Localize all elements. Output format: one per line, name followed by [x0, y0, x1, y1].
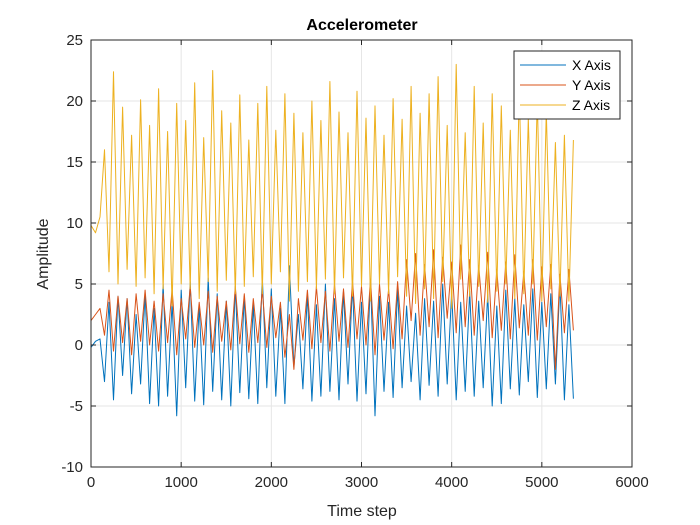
axis-ticks: 0 1000 2000 3000 4000 5000 6000 -10 -5 0 5 10 15 20 25 — [61, 32, 648, 491]
y-tick-label: 5 — [75, 276, 83, 293]
y-tick-label: 15 — [66, 154, 83, 171]
y-axis-label: Amplitude — [35, 218, 52, 289]
series-line-z-axis — [90, 63, 574, 309]
legend-label: Y Axis — [572, 77, 611, 93]
y-tick-label: 25 — [66, 32, 83, 49]
chart-title: Accelerometer — [306, 17, 417, 34]
x-tick-label: 1000 — [164, 474, 197, 491]
x-tick-label: 2000 — [255, 474, 288, 491]
plot-series — [90, 63, 574, 417]
legend-label: X Axis — [572, 57, 611, 73]
legend: X Axis Y Axis Z Axis — [513, 50, 621, 120]
x-axis-label: Time step — [327, 503, 397, 520]
x-tick-label: 4000 — [435, 474, 468, 491]
series-line-y-axis — [90, 244, 574, 370]
y-tick-label: -10 — [61, 459, 83, 476]
legend-label: Z Axis — [572, 97, 610, 113]
x-tick-label: 5000 — [525, 474, 558, 491]
y-tick-label: 0 — [75, 337, 83, 354]
y-tick-label: -5 — [70, 398, 83, 415]
y-tick-label: 20 — [66, 93, 83, 110]
x-tick-label: 3000 — [345, 474, 378, 491]
x-tick-label: 6000 — [615, 474, 648, 491]
y-tick-label: 10 — [66, 215, 83, 232]
series-line-x-axis — [90, 265, 574, 417]
x-tick-label: 0 — [87, 474, 95, 491]
